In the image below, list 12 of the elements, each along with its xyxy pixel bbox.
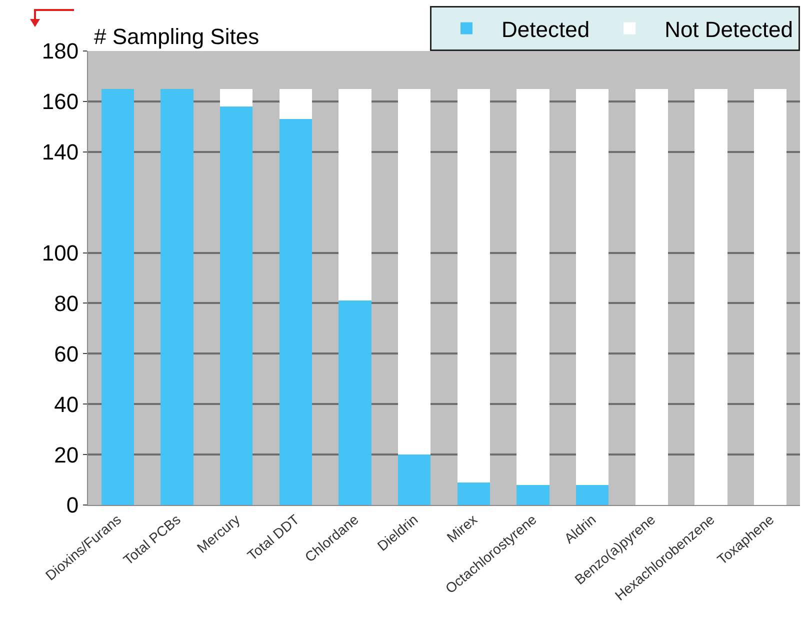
y-tick-label: 100 <box>42 240 79 266</box>
legend-label: Not Detected <box>664 16 793 42</box>
y-tick-label: 180 <box>42 38 79 64</box>
y-tick-label: 80 <box>54 290 79 316</box>
y-tick-label: 0 <box>66 492 79 518</box>
y-tick-label: 20 <box>54 442 79 468</box>
y-axis-title: # Sampling Sites <box>94 24 260 49</box>
y-tick-label: 40 <box>54 392 79 417</box>
y-tick-label: 160 <box>42 89 79 114</box>
y-tick-label: 60 <box>54 341 79 366</box>
y-tick-label: 140 <box>42 140 79 165</box>
legend-label: Detected <box>502 16 590 42</box>
